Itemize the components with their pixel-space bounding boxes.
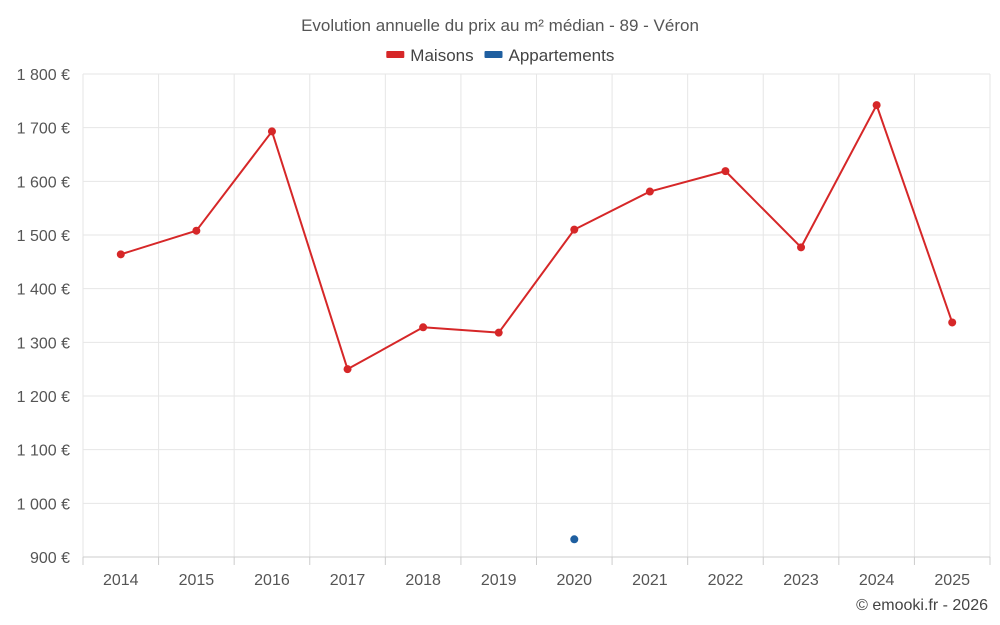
- legend-item-maisons[interactable]: Maisons: [386, 46, 474, 65]
- series-appartements: [570, 535, 579, 544]
- chart-title: Evolution annuelle du prix au m² médian …: [301, 16, 699, 35]
- legend: Maisons Appartements: [386, 46, 614, 65]
- y-tick-label: 1 600 €: [17, 174, 70, 191]
- series-maisons: [116, 101, 957, 374]
- data-point: [570, 225, 579, 234]
- data-point: [645, 187, 654, 196]
- y-tick-label: 1 500 €: [17, 228, 70, 245]
- x-tick-label: 2024: [859, 572, 895, 589]
- grid: [82, 73, 991, 557]
- credit-text: © emooki.fr - 2026: [856, 597, 988, 614]
- x-tick-label: 2019: [481, 572, 517, 589]
- y-tick-label: 900 €: [30, 550, 70, 567]
- legend-label: Maisons: [410, 46, 473, 65]
- legend-item-appartements[interactable]: Appartements: [484, 46, 615, 65]
- data-point: [494, 328, 503, 337]
- data-point: [872, 101, 881, 110]
- series: [116, 101, 957, 544]
- data-point: [419, 323, 428, 332]
- y-tick-label: 1 700 €: [17, 121, 70, 138]
- legend-label: Appartements: [509, 46, 615, 65]
- data-point: [192, 226, 201, 235]
- y-tick-label: 1 300 €: [17, 335, 70, 352]
- data-point: [116, 250, 125, 259]
- y-tick-label: 1 400 €: [17, 282, 70, 299]
- x-tick-label: 2023: [783, 572, 819, 589]
- y-tick-label: 1 200 €: [17, 389, 70, 406]
- x-tick-label: 2025: [934, 572, 970, 589]
- x-tick-label: 2014: [103, 572, 139, 589]
- y-tick-label: 1 000 €: [17, 496, 70, 513]
- data-point: [267, 127, 276, 136]
- axes: 900 € 1 000 € 1 100 € 1 200 € 1 300 € 1 400 €…: [17, 67, 991, 589]
- x-tick-label: 2015: [179, 572, 215, 589]
- x-tick-label: 2020: [556, 572, 592, 589]
- x-tick-label: 2017: [330, 572, 366, 589]
- y-tick-label: 1 100 €: [17, 443, 70, 460]
- data-point: [721, 167, 730, 176]
- data-point: [343, 365, 352, 374]
- x-tick-label: 2021: [632, 572, 668, 589]
- legend-swatch: [484, 51, 503, 58]
- x-tick-label: 2022: [708, 572, 744, 589]
- x-tick-label: 2016: [254, 572, 290, 589]
- x-tick-label: 2018: [405, 572, 441, 589]
- legend-swatch: [386, 51, 405, 58]
- data-point: [570, 535, 579, 544]
- series-line: [120, 104, 954, 371]
- data-point: [797, 243, 806, 252]
- data-point: [948, 318, 957, 327]
- y-tick-label: 1 800 €: [17, 67, 70, 84]
